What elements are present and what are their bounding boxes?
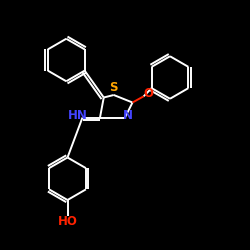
Text: S: S bbox=[109, 81, 118, 94]
Text: HO: HO bbox=[58, 215, 78, 228]
Text: N: N bbox=[123, 109, 133, 122]
Text: HN: HN bbox=[68, 109, 88, 122]
Text: O: O bbox=[144, 87, 154, 100]
